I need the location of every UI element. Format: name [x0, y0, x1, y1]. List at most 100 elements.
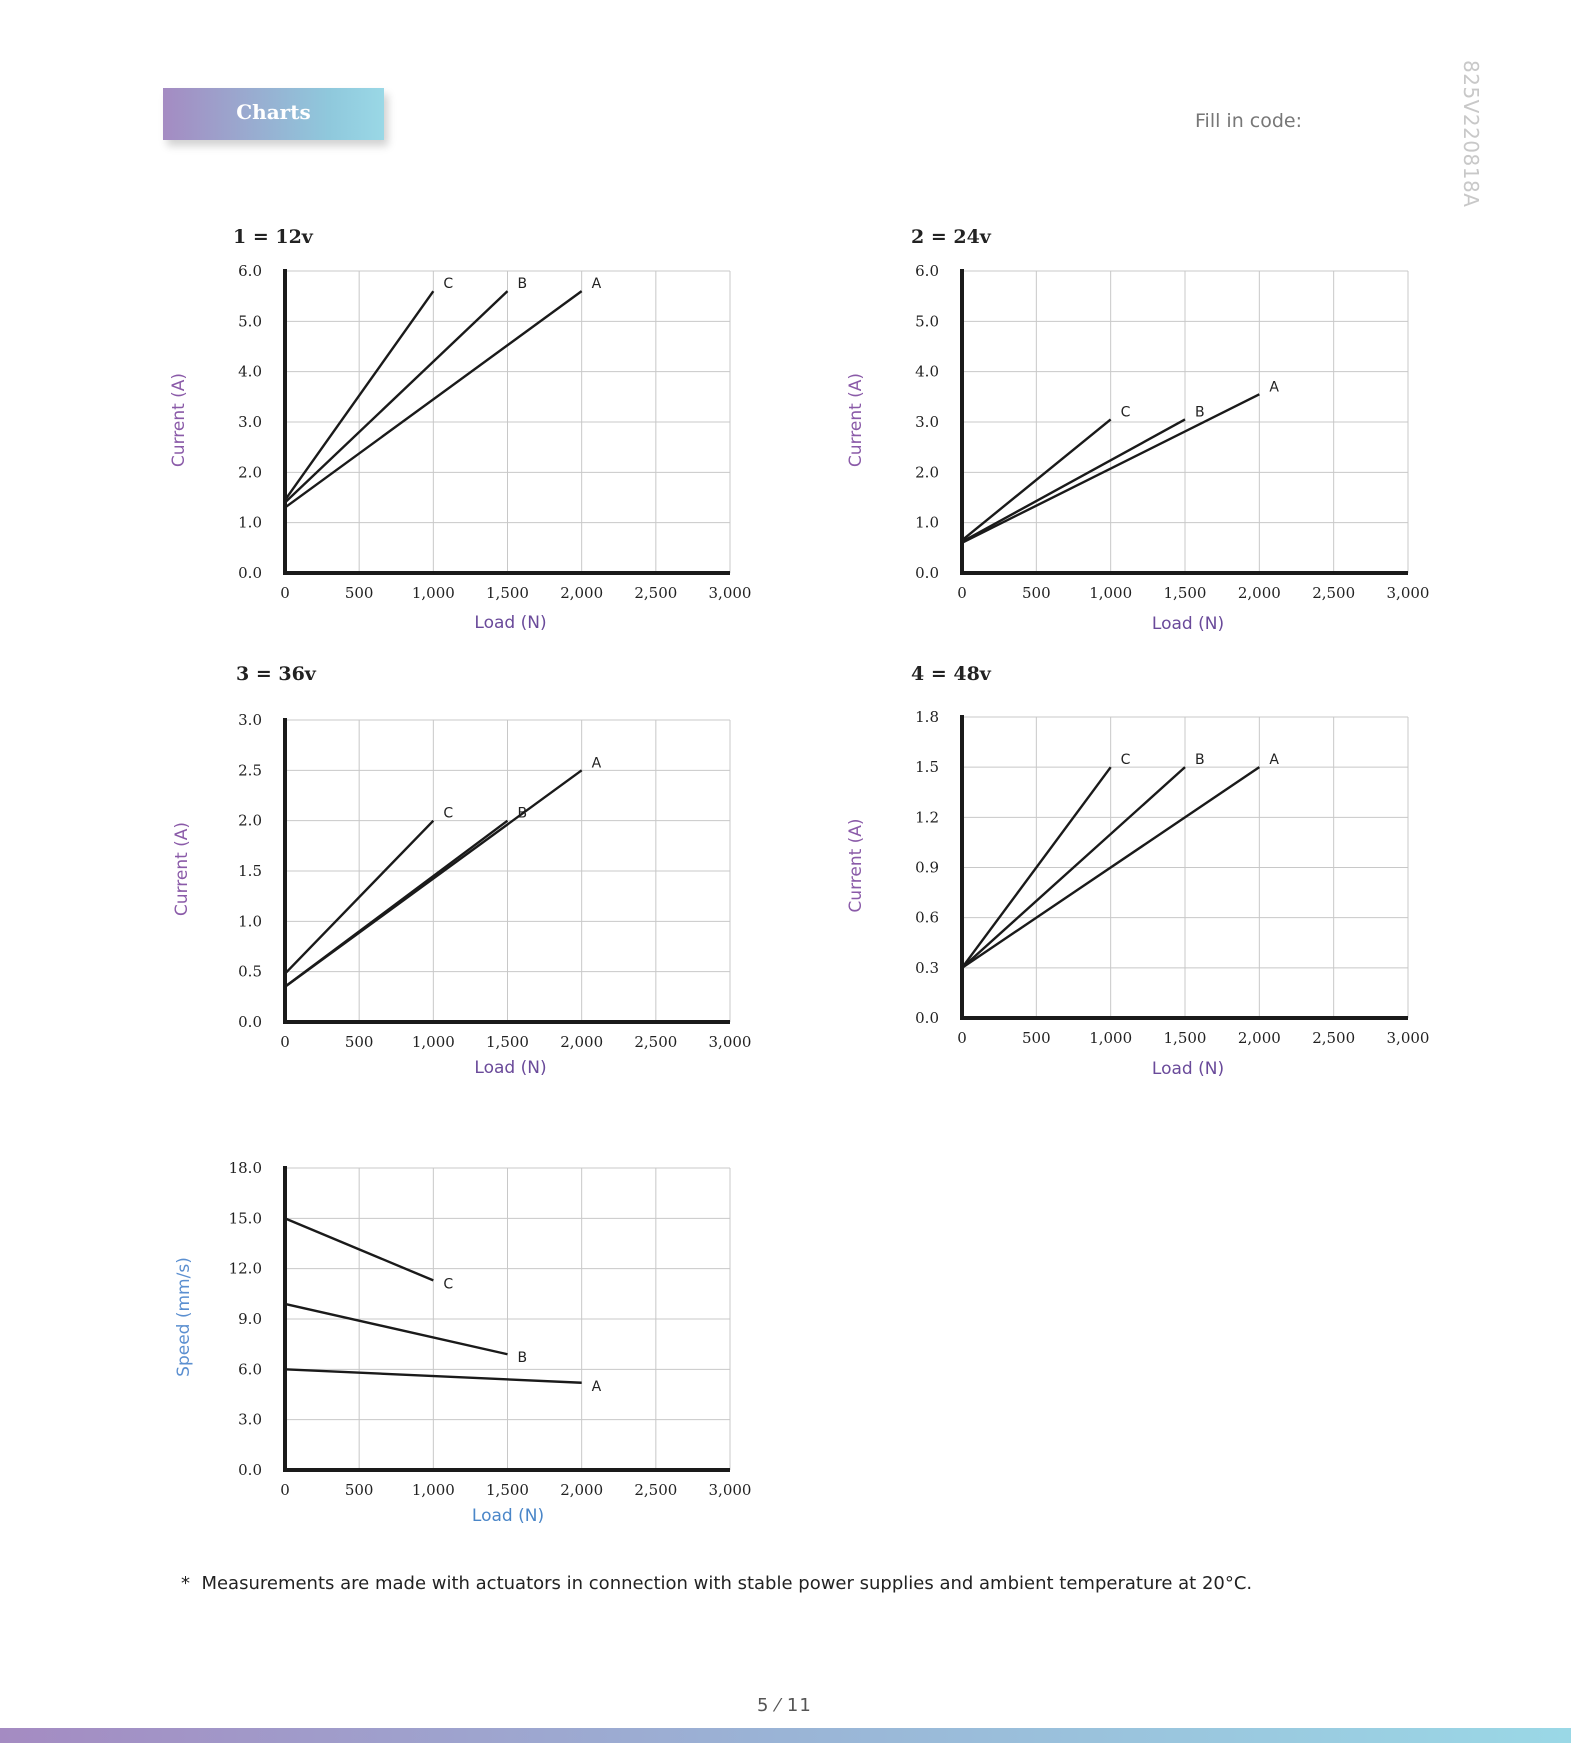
x-tick-label: 2,000: [1238, 1029, 1281, 1047]
x-tick-label: 2,000: [560, 584, 603, 602]
x-tick-label: 0: [280, 584, 290, 602]
series-line-b: [284, 1302, 508, 1356]
x-axis-label: Load (N): [1152, 1059, 1224, 1079]
series-line-a: [284, 1368, 582, 1384]
section-tab: Charts: [163, 88, 384, 140]
chart-title-12v: 1 = 12v: [233, 226, 313, 248]
y-tick-label: 5.0: [238, 312, 262, 330]
y-tick-label: 0.3: [915, 959, 939, 977]
series-label-c: C: [443, 806, 453, 822]
y-tick-label: 0.0: [238, 564, 262, 582]
x-tick-label: 3,000: [709, 584, 752, 602]
series-line-b: [961, 766, 1186, 969]
y-tick-label: 0.9: [915, 859, 939, 877]
y-tick-label: 6.0: [238, 262, 262, 280]
x-tick-label: 2,500: [634, 1481, 677, 1499]
series-label-c: C: [1121, 752, 1131, 768]
series-label-b: B: [1195, 404, 1205, 420]
y-tick-label: 2.0: [238, 812, 262, 830]
y-tick-label: 1.5: [238, 862, 262, 880]
x-axis-label: Load (N): [474, 1058, 546, 1078]
y-tick-label: 4.0: [238, 363, 262, 381]
x-tick-label: 1,000: [412, 1481, 455, 1499]
section-tab-label: Charts: [236, 100, 311, 124]
x-tick-label: 2,500: [634, 584, 677, 602]
x-tick-label: 500: [1022, 1029, 1051, 1047]
y-tick-label: 1.0: [238, 912, 262, 930]
y-tick-label: 18.0: [229, 1159, 262, 1177]
fill-in-code-label: Fill in code:: [1195, 110, 1303, 132]
x-tick-label: 2,000: [560, 1033, 603, 1051]
x-tick-label: 2,000: [1238, 584, 1281, 602]
x-tick-label: 1,500: [486, 1481, 529, 1499]
series-label-b: B: [518, 276, 528, 292]
y-tick-label: 0.0: [915, 564, 939, 582]
y-tick-label: 5.0: [915, 312, 939, 330]
series-label-a: A: [1269, 379, 1279, 395]
series-line-c: [961, 418, 1112, 542]
series-line-c: [284, 819, 435, 975]
x-tick-label: 2,000: [560, 1481, 603, 1499]
series-line-b: [284, 290, 509, 504]
y-tick-label: 3.0: [238, 413, 262, 431]
y-tick-label: 1.5: [915, 758, 939, 776]
footnote-marker: *: [181, 1573, 190, 1594]
x-tick-label: 0: [957, 1029, 967, 1047]
y-tick-label: 15.0: [229, 1209, 262, 1227]
y-axis-label: Speed (mm/s): [174, 1257, 194, 1377]
x-tick-label: 1,500: [486, 1033, 529, 1051]
x-tick-label: 1,500: [1164, 1029, 1207, 1047]
y-axis-label: Current (A): [172, 822, 192, 916]
x-tick-label: 0: [280, 1033, 290, 1051]
x-tick-label: 2,500: [1312, 1029, 1355, 1047]
x-axis-label: Load (N): [1152, 614, 1224, 634]
y-tick-label: 0.6: [915, 909, 939, 927]
y-tick-label: 0.0: [915, 1009, 939, 1027]
y-tick-label: 4.0: [915, 363, 939, 381]
y-tick-label: 3.0: [915, 413, 939, 431]
x-tick-label: 3,000: [709, 1481, 752, 1499]
x-axis-label: Load (N): [474, 613, 546, 633]
x-tick-label: 1,000: [1089, 584, 1132, 602]
x-tick-label: 2,500: [1312, 584, 1355, 602]
x-tick-label: 3,000: [709, 1033, 752, 1051]
y-tick-label: 1.0: [915, 514, 939, 532]
series-label-b: B: [518, 1350, 528, 1366]
series-line-b: [961, 418, 1186, 543]
x-tick-label: 1,500: [486, 584, 529, 602]
y-tick-label: 3.0: [238, 1411, 262, 1429]
footnote: * Measurements are made with actuators i…: [181, 1573, 1252, 1594]
x-tick-label: 1,000: [1089, 1029, 1132, 1047]
series-label-a: A: [592, 276, 602, 292]
y-tick-label: 1.0: [238, 514, 262, 532]
x-tick-label: 500: [345, 1481, 374, 1499]
x-tick-label: 500: [345, 584, 374, 602]
y-tick-label: 2.0: [238, 463, 262, 481]
y-tick-label: 6.0: [238, 1360, 262, 1378]
y-tick-label: 12.0: [229, 1260, 262, 1278]
footnote-text: Measurements are made with actuators in …: [201, 1573, 1253, 1594]
x-tick-label: 500: [345, 1033, 374, 1051]
y-tick-label: 1.2: [915, 808, 939, 826]
y-tick-label: 2.5: [238, 761, 262, 779]
series-line-a: [961, 393, 1260, 544]
x-tick-label: 1,000: [412, 1033, 455, 1051]
y-tick-label: 2.0: [915, 463, 939, 481]
series-line-a: [284, 290, 583, 509]
series-line-a: [961, 766, 1261, 969]
y-tick-label: 0.0: [238, 1013, 262, 1031]
series-label-c: C: [1121, 404, 1131, 420]
series-label-c: C: [443, 1276, 453, 1292]
y-tick-label: 6.0: [915, 262, 939, 280]
series-label-c: C: [443, 276, 453, 292]
page-number: 5 ⁄ 11: [757, 1695, 812, 1716]
series-line-a: [284, 769, 583, 988]
x-tick-label: 0: [957, 584, 967, 602]
y-axis-label: Current (A): [169, 373, 189, 467]
bottom-gradient-bar: [0, 1728, 1571, 1743]
series-label-a: A: [1269, 752, 1279, 768]
x-tick-label: 1,000: [412, 584, 455, 602]
series-line-c: [284, 290, 435, 501]
series-line-c: [961, 766, 1112, 969]
